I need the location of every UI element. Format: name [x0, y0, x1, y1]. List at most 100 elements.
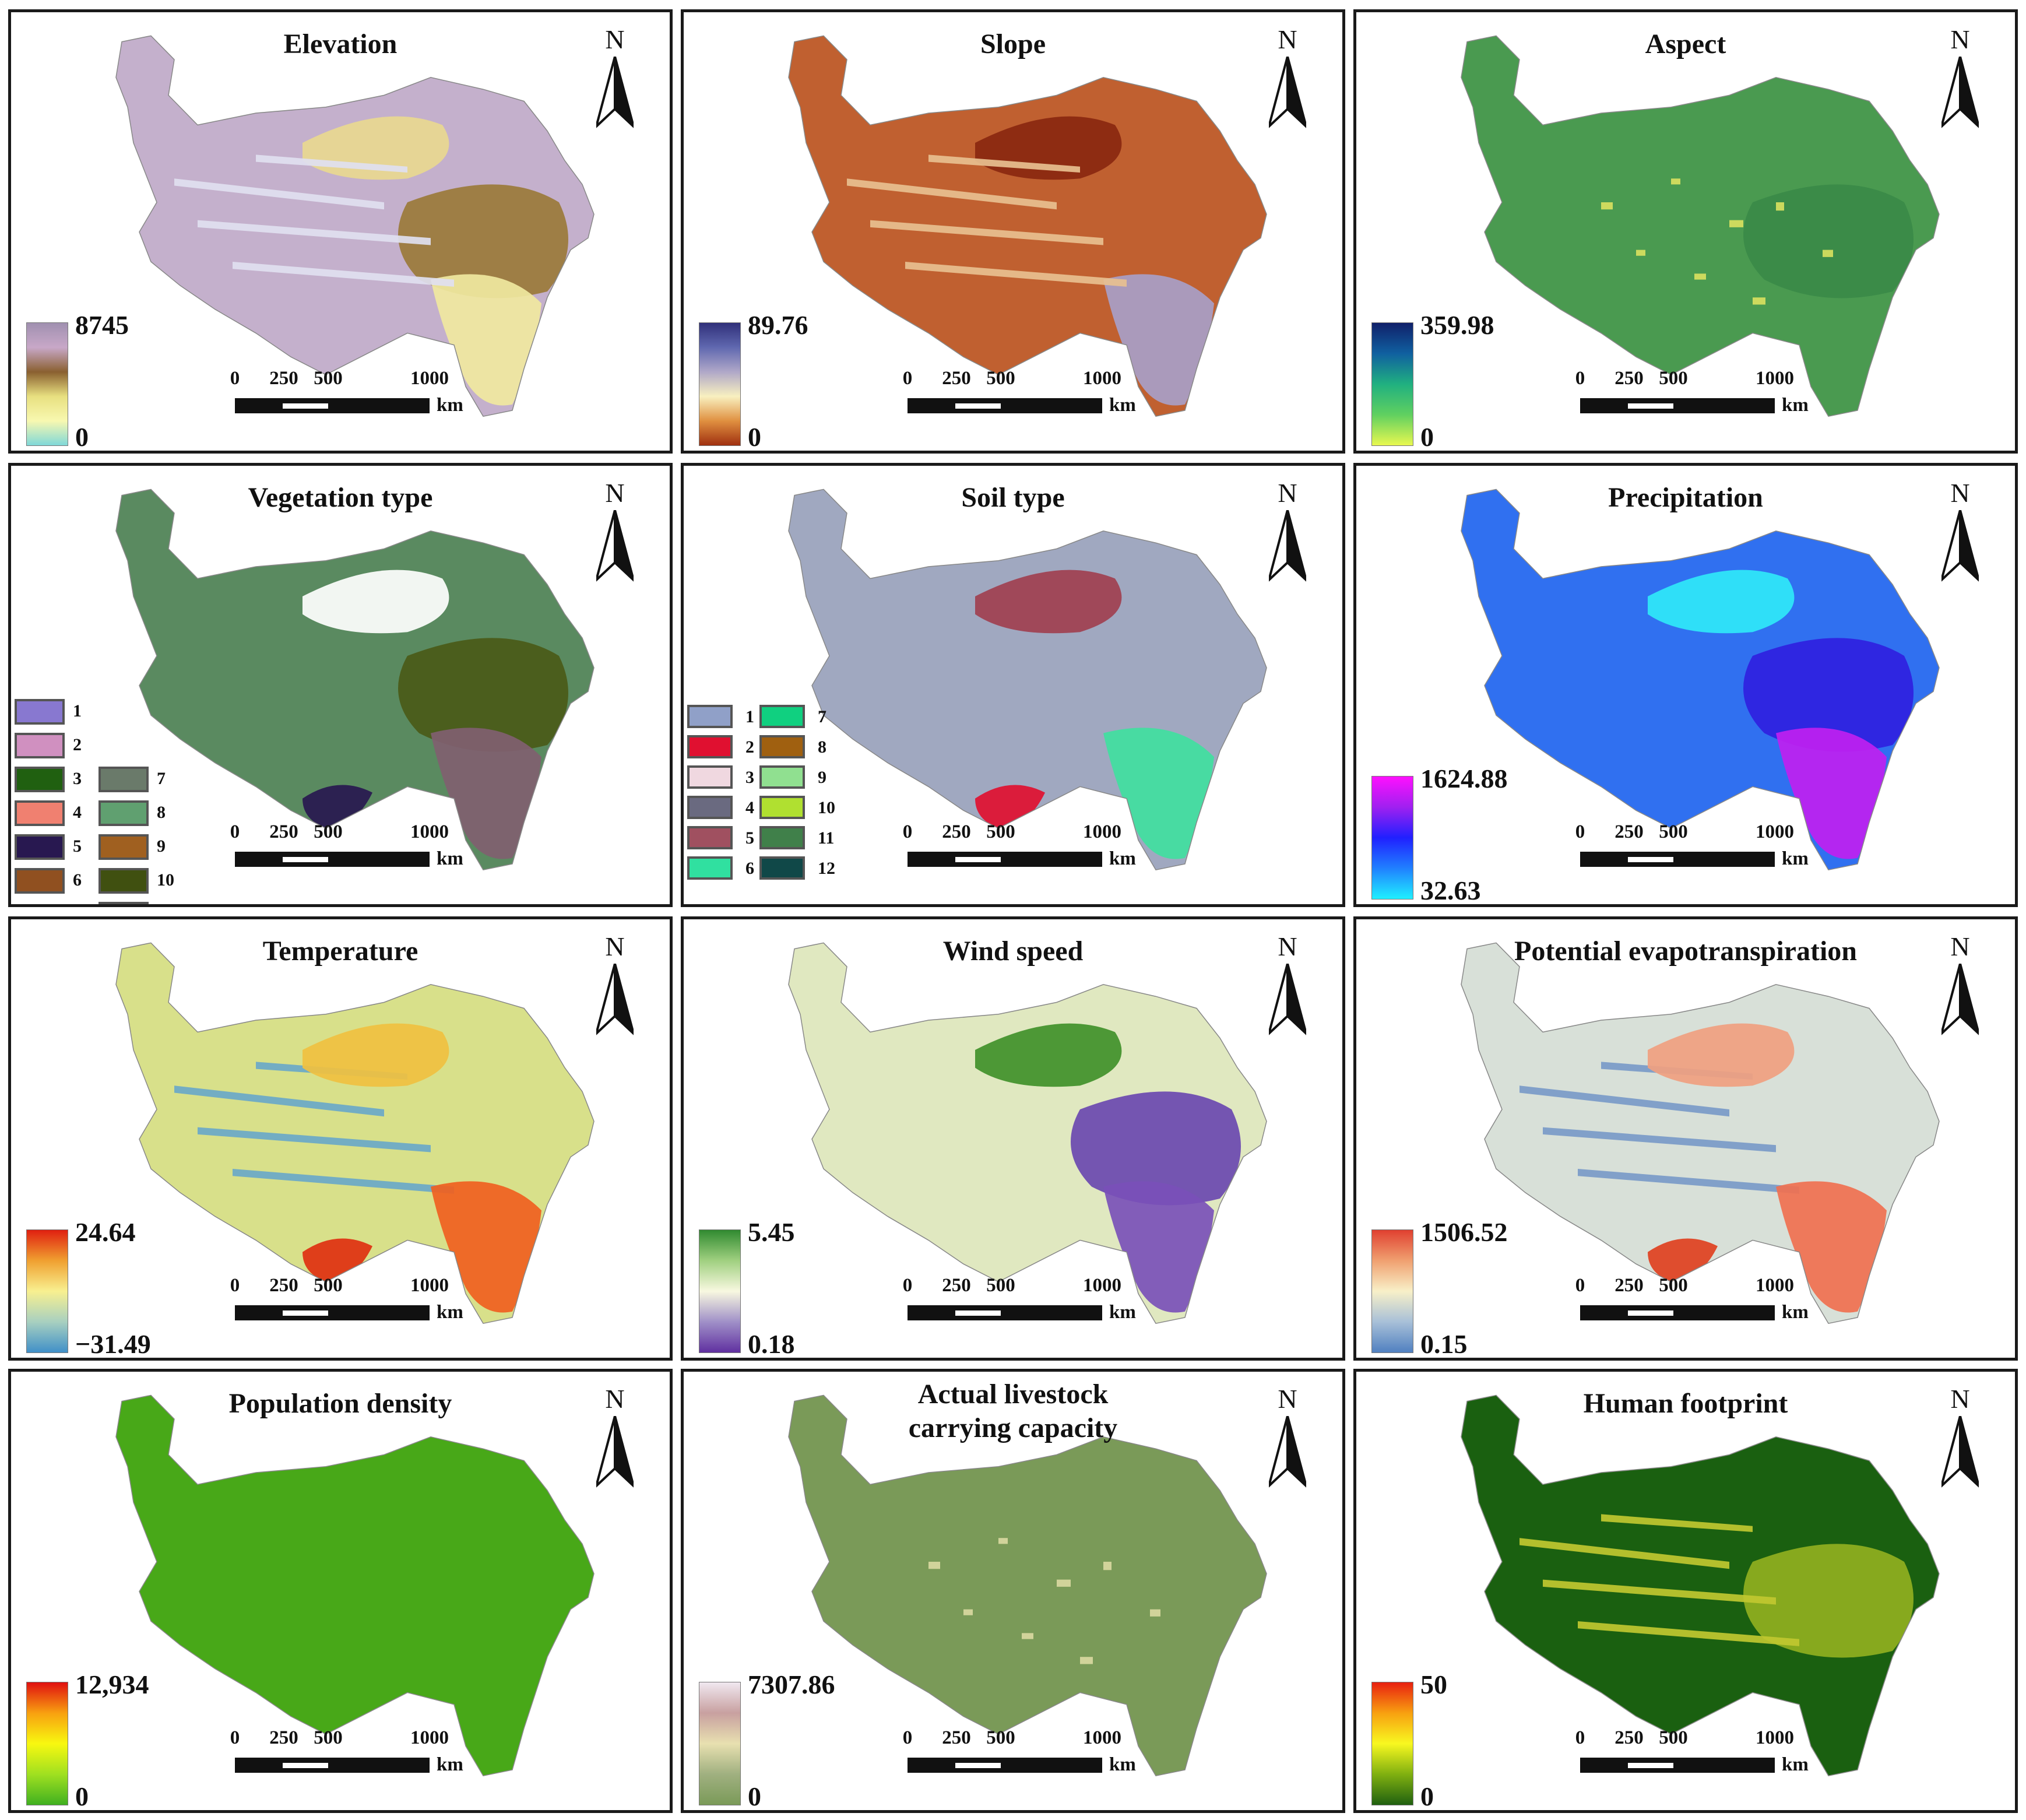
scale-bar: 0 250 500 1000 km	[901, 821, 1136, 880]
colorbar-min-label: 0	[75, 1782, 89, 1811]
plateau-map	[788, 942, 1267, 1324]
scale-bar: 0 250 500 1000 km	[1573, 821, 1809, 880]
map-zone-streaks	[1520, 1062, 1799, 1194]
scale-tick-label: 500	[314, 368, 343, 389]
scale-tick-label: 0	[230, 1275, 240, 1296]
map-zone-southeast	[1103, 728, 1214, 859]
legend-label: 11	[818, 828, 835, 848]
scale-unit: km	[437, 395, 463, 416]
legend-label: 9	[818, 768, 826, 787]
scale-unit: km	[437, 1754, 463, 1775]
colorbar-max-label: 1506.52	[1420, 1217, 1508, 1247]
scale-tick-label: 250	[1615, 821, 1644, 842]
panel-title: Temperature	[262, 936, 418, 967]
scale-bar: 0 250 500 1000 km	[228, 368, 463, 426]
legend-label: 10	[818, 798, 835, 817]
panel-title: Human footprint	[1583, 1388, 1788, 1419]
scale-tick-label: 0	[1575, 821, 1585, 842]
legend-swatch	[99, 868, 149, 894]
north-arrow: N	[1267, 1383, 1309, 1494]
scale-tick-label: 500	[1659, 1275, 1688, 1296]
legend-label: 2	[73, 735, 82, 754]
plateau-outline	[115, 1394, 595, 1777]
scale-tick-label: 500	[1659, 368, 1688, 389]
scale-unit: km	[1782, 395, 1809, 416]
north-arrow-icon	[1269, 964, 1306, 1035]
legend-swatch	[687, 735, 733, 758]
scale-tick-label: 0	[230, 821, 240, 842]
scale-tick-label: 0	[902, 821, 913, 842]
colorbar	[699, 1229, 741, 1353]
panel-title: Wind speed	[942, 936, 1084, 967]
legend-swatch	[15, 767, 65, 792]
colorbar-min-label: 0	[1420, 1782, 1434, 1811]
legend-swatch	[759, 765, 805, 789]
scale-bar-segment	[955, 1763, 1001, 1768]
legend-label: 12	[818, 859, 835, 878]
scale-bar-segment	[1628, 403, 1673, 409]
plateau-outline	[115, 35, 595, 417]
scale-bar: 0 250 500 1000 km	[901, 368, 1136, 426]
colorbar	[26, 1682, 68, 1805]
colorbar	[1371, 776, 1413, 900]
map-zone-south-blob	[1648, 1238, 1718, 1282]
scale-bar-rule	[908, 852, 1102, 867]
scale-tick-label: 500	[1659, 1727, 1688, 1748]
north-arrow: N	[1267, 477, 1309, 588]
legend-swatch	[99, 767, 149, 792]
map-zone-southeast	[1103, 274, 1214, 406]
panel-population-density: Population density N 0 250 500 1000 km 12,934 0	[8, 1369, 673, 1813]
map-zone-southeast	[1776, 728, 1887, 859]
legend-label: 4	[745, 798, 754, 817]
scale-tick-label: 250	[1615, 1727, 1644, 1748]
scale-tick-label: 500	[986, 821, 1015, 842]
scale-tick-label: 250	[269, 368, 298, 389]
plateau-outline	[788, 35, 1267, 417]
colorbar-min-label: 0	[748, 422, 761, 452]
colorbar	[1371, 1682, 1413, 1805]
scale-tick-label: 500	[314, 1727, 343, 1748]
scale-bar-rule	[908, 1758, 1102, 1773]
scale-tick-label: 250	[942, 1727, 971, 1748]
plateau-map	[115, 35, 595, 417]
scale-bar-rule	[1580, 1305, 1775, 1320]
north-arrow-icon	[1941, 510, 1979, 582]
legend-swatch	[759, 705, 805, 728]
north-label: N	[1278, 478, 1297, 508]
colorbar-max-label: 50	[1420, 1670, 1447, 1699]
map-zone-east	[1743, 1544, 1914, 1658]
colorbar-min-label: 0	[75, 422, 89, 452]
colorbar-max-label: 89.76	[748, 310, 808, 340]
scale-bar-segment	[1628, 1763, 1673, 1768]
map-zone-streaks	[174, 154, 454, 287]
map-zone-southeast	[1103, 1181, 1214, 1313]
north-arrow: N	[594, 24, 636, 135]
scale-tick-label: 0	[1575, 1275, 1585, 1296]
scale-tick-label: 0	[902, 368, 913, 389]
colorbar-max-label: 1624.88	[1420, 764, 1508, 793]
panel-title: Potential evapotranspiration	[1514, 936, 1857, 967]
legend-label: 7	[818, 707, 826, 726]
map-zone-streaks	[1520, 1514, 1799, 1646]
legend-swatch	[759, 796, 805, 819]
map-zone-streaks	[847, 154, 1127, 287]
plateau-outline	[115, 489, 595, 871]
panel-title: Actual livestock carrying capacity	[908, 1379, 1118, 1443]
legend-swatch	[15, 834, 65, 860]
plateau-map	[115, 489, 595, 871]
scale-tick-label: 1000	[1083, 1727, 1121, 1748]
map-zone-east	[1743, 184, 1914, 298]
legend-label: 9	[157, 837, 166, 856]
plateau-outline	[1461, 35, 1940, 417]
map-zone-southeast	[431, 274, 541, 406]
scale-tick-label: 1000	[1083, 821, 1121, 842]
scale-unit: km	[1109, 395, 1136, 416]
map-zone-north-basin	[1648, 570, 1795, 634]
colorbar	[1371, 322, 1413, 446]
scale-tick-label: 250	[942, 821, 971, 842]
scale-bar-segment	[955, 1310, 1001, 1316]
scale-unit: km	[1109, 848, 1136, 869]
north-label: N	[1950, 1384, 1970, 1414]
plateau-map	[788, 35, 1267, 417]
north-label: N	[605, 932, 625, 961]
